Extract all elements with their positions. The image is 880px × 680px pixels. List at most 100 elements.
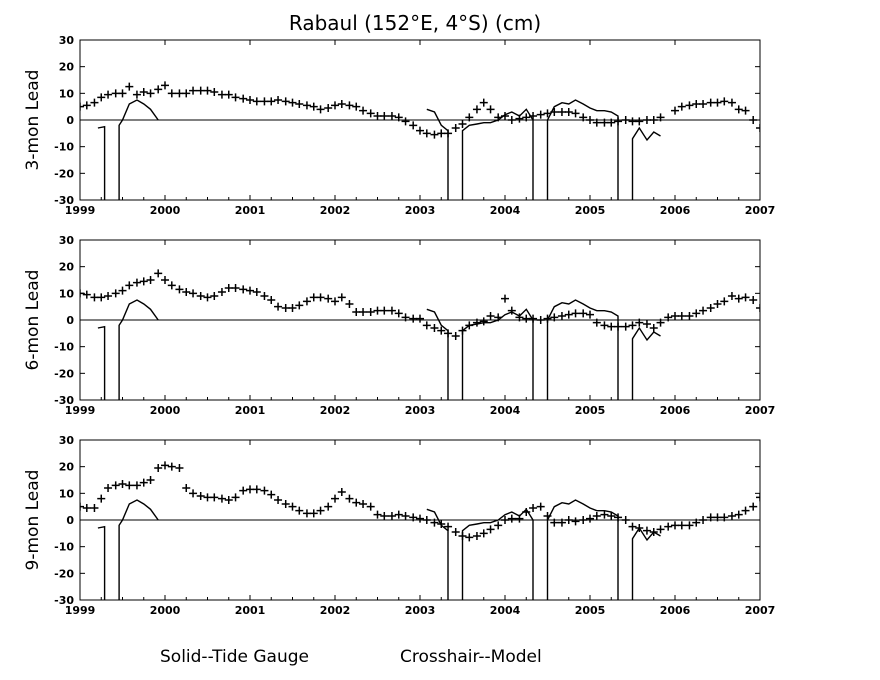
model-point bbox=[600, 510, 609, 519]
model-point bbox=[720, 97, 729, 106]
model-point bbox=[409, 513, 418, 522]
model-point bbox=[472, 318, 481, 327]
model-point bbox=[359, 308, 368, 316]
model-point bbox=[82, 101, 91, 110]
model-point bbox=[146, 276, 155, 284]
model-point bbox=[422, 321, 431, 330]
model-point bbox=[494, 521, 503, 530]
model-point bbox=[592, 318, 601, 327]
model-point bbox=[529, 504, 538, 512]
model-point bbox=[763, 309, 771, 317]
model-point bbox=[451, 528, 460, 536]
tide-gauge-line bbox=[461, 108, 534, 200]
model-point bbox=[146, 476, 155, 484]
model-point bbox=[175, 464, 184, 472]
y-tick-label: 30 bbox=[59, 34, 75, 47]
model-point bbox=[501, 516, 509, 524]
model-point bbox=[337, 293, 346, 302]
model-point bbox=[104, 90, 113, 99]
model-point bbox=[444, 129, 453, 138]
model-point bbox=[239, 285, 248, 294]
model-point bbox=[267, 97, 276, 106]
y-tick-label: -20 bbox=[54, 367, 74, 380]
x-tick-label: 2001 bbox=[235, 204, 266, 217]
model-point bbox=[175, 89, 184, 98]
x-tick-label: 2002 bbox=[320, 604, 351, 617]
model-point bbox=[571, 517, 580, 526]
model-point bbox=[401, 313, 410, 322]
model-point bbox=[409, 314, 418, 323]
model-point bbox=[132, 278, 141, 287]
model-point bbox=[260, 97, 269, 106]
model-point bbox=[671, 521, 679, 530]
model-point bbox=[614, 322, 623, 331]
model-point bbox=[167, 281, 176, 290]
model-point bbox=[288, 98, 297, 107]
model-point bbox=[677, 102, 686, 111]
tide-gauge-line bbox=[631, 526, 661, 600]
tide-gauge-line bbox=[118, 299, 159, 400]
model-point bbox=[309, 293, 318, 302]
y-tick-label: -30 bbox=[54, 594, 74, 607]
x-tick-label: 2005 bbox=[575, 204, 606, 217]
model-point bbox=[416, 126, 424, 135]
y-tick-label: -20 bbox=[54, 167, 74, 180]
tide-gauge-series bbox=[97, 99, 661, 200]
model-point bbox=[507, 514, 516, 523]
x-tick-label: 2004 bbox=[490, 604, 521, 617]
model-point bbox=[380, 112, 389, 120]
x-tick-label: 2005 bbox=[575, 604, 606, 617]
y-tick-label: -10 bbox=[54, 141, 74, 154]
tide-gauge-line bbox=[426, 108, 449, 200]
model-point bbox=[118, 286, 127, 295]
model-point bbox=[167, 89, 176, 98]
model-point bbox=[770, 492, 778, 500]
model-point bbox=[231, 493, 240, 502]
model-point bbox=[607, 512, 616, 520]
model-point bbox=[416, 314, 424, 323]
x-tick-label: 2005 bbox=[575, 404, 606, 417]
model-point bbox=[345, 300, 354, 308]
y-tick-label: 0 bbox=[66, 314, 74, 327]
model-point bbox=[139, 88, 148, 96]
model-point bbox=[727, 292, 736, 300]
x-tick-label: 2006 bbox=[660, 404, 691, 417]
model-point bbox=[756, 304, 760, 312]
model-point bbox=[720, 297, 729, 306]
model-point bbox=[366, 109, 375, 118]
model-point bbox=[515, 313, 524, 322]
model-point bbox=[501, 112, 509, 120]
x-tick-label: 2007 bbox=[745, 404, 776, 417]
model-point bbox=[373, 112, 382, 120]
tide-gauge-line bbox=[631, 126, 661, 200]
model-point bbox=[522, 113, 531, 122]
model-point bbox=[677, 521, 686, 530]
model-point bbox=[118, 480, 127, 488]
model-point bbox=[373, 306, 382, 315]
model-point bbox=[281, 500, 290, 508]
model-point bbox=[515, 514, 524, 523]
model-point bbox=[288, 304, 297, 312]
model-point bbox=[281, 304, 290, 312]
model-point bbox=[550, 108, 559, 116]
model-point bbox=[154, 464, 163, 472]
model-point bbox=[82, 290, 91, 299]
x-tick-label: 2000 bbox=[150, 204, 181, 217]
model-point bbox=[635, 318, 644, 327]
model-point bbox=[628, 522, 637, 531]
model-point bbox=[444, 329, 453, 338]
model-point bbox=[281, 97, 290, 106]
model-point bbox=[324, 294, 333, 303]
model-point bbox=[734, 105, 743, 114]
model-point bbox=[649, 116, 658, 124]
model-point bbox=[422, 516, 431, 524]
model-point bbox=[756, 493, 760, 502]
model-point bbox=[529, 314, 538, 323]
model-point bbox=[210, 88, 219, 96]
model-point bbox=[324, 104, 333, 112]
model-point bbox=[458, 532, 467, 540]
model-point bbox=[472, 532, 481, 540]
model-point bbox=[536, 502, 545, 511]
y-tick-label: -10 bbox=[54, 341, 74, 354]
